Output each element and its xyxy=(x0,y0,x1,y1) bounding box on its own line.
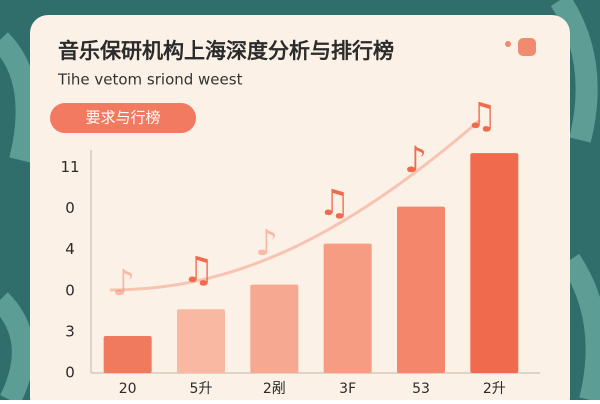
y-tick-label: 3 xyxy=(65,322,75,340)
note: ♪ xyxy=(404,140,427,181)
bar xyxy=(470,153,519,373)
chart-title: 音乐保研机构上海深度分析与排行榜 xyxy=(58,39,394,63)
chart-subtitle: Tihe vetom sriond weest xyxy=(57,71,243,89)
pill-button-label: 要求与行榜 xyxy=(85,109,160,127)
bar xyxy=(397,206,445,373)
bar xyxy=(250,284,299,373)
y-tick-label: 0 xyxy=(65,281,75,299)
decor-curve xyxy=(109,118,481,292)
x-tick-label: 2剐 xyxy=(263,381,286,397)
note: ♪ xyxy=(255,223,278,264)
decor-icon xyxy=(518,38,536,56)
x-tick-label: 3F xyxy=(339,381,356,397)
bar xyxy=(103,336,152,373)
x-tick-label: 2升 xyxy=(483,381,506,397)
note: ♫ xyxy=(318,183,350,224)
x-tick-label: 5升 xyxy=(190,381,213,397)
x-tick-label: 53 xyxy=(412,381,430,397)
decor-notes: ♪ ♫ ♪ ♫ ♪ ♫ xyxy=(112,96,497,304)
decor-dot xyxy=(505,41,511,47)
y-tick-label: 0 xyxy=(65,364,75,382)
note: ♪ xyxy=(112,263,135,304)
note: ♫ xyxy=(182,250,214,291)
y-tick-label: 0 xyxy=(65,199,75,217)
pill-button[interactable] xyxy=(50,103,196,133)
note: ♫ xyxy=(465,96,497,137)
y-tick-label: 4 xyxy=(65,240,75,258)
x-tick-label: 20 xyxy=(119,381,137,397)
bar xyxy=(177,309,225,373)
y-tick-label: 11 xyxy=(60,158,79,176)
bar xyxy=(323,243,372,373)
